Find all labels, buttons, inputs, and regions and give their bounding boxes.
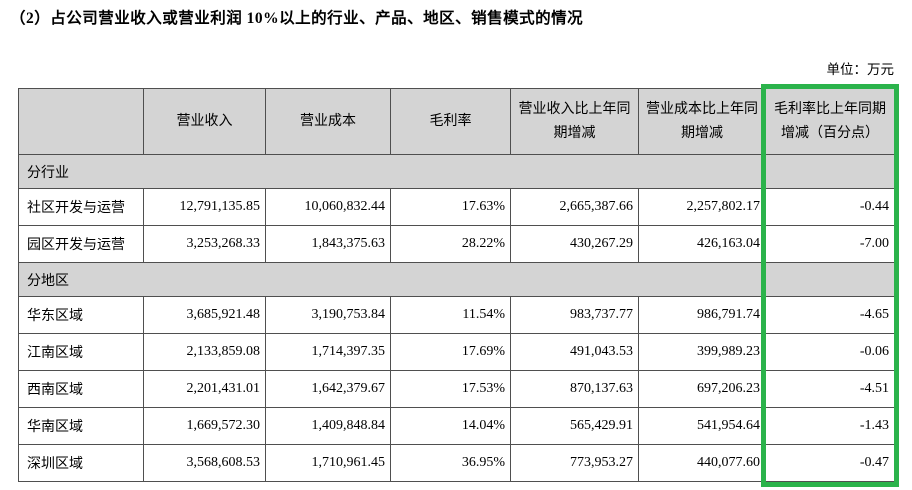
column-header: 营业成本: [265, 88, 391, 155]
value-cell: -4.51: [765, 370, 895, 408]
value-cell: 2,257,802.17: [638, 188, 766, 226]
table-row: 华南区域 1,669,572.30 1,409,848.84 14.04% 565,42…: [18, 407, 895, 445]
value-cell: 983,737.77: [510, 296, 639, 334]
value-cell: 426,163.04: [638, 225, 766, 263]
table-body: 分行业 社区开发与运营 12,791,135.85 10,060,832.44 17.6…: [18, 154, 895, 482]
value-cell: 3,568,608.53: [143, 444, 266, 482]
value-cell: 10,060,832.44: [265, 188, 391, 226]
column-header: 营业成本比上年同期增减: [638, 88, 766, 155]
value-cell: 3,190,753.84: [265, 296, 391, 334]
column-header: [18, 88, 144, 155]
table-row: 社区开发与运营 12,791,135.85 10,060,832.44 17.63% 2…: [18, 188, 895, 226]
value-cell: 17.63%: [390, 188, 511, 226]
value-cell: 773,953.27: [510, 444, 639, 482]
value-cell: 491,043.53: [510, 333, 639, 371]
value-cell: 1,642,379.67: [265, 370, 391, 408]
section-label: 分行业: [18, 154, 895, 189]
value-cell: 541,954.64: [638, 407, 766, 445]
section-title: （2）占公司营业收入或营业利润 10%以上的行业、产品、地区、销售模式的情况: [10, 10, 584, 27]
value-cell: 36.95%: [390, 444, 511, 482]
financial-table: 营业收入 营业成本 毛利率 营业收入比上年同期增减 营业成本比上年同期增减 毛利率比上年同…: [18, 88, 895, 482]
column-header: 毛利率: [390, 88, 511, 155]
value-cell: -1.43: [765, 407, 895, 445]
value-cell: 28.22%: [390, 225, 511, 263]
column-header: 毛利率比上年同期增减（百分点）: [765, 88, 895, 155]
section-row: 分地区: [18, 262, 895, 297]
table-row: 江南区域 2,133,859.08 1,714,397.35 17.69% 491,04…: [18, 333, 895, 371]
value-cell: 440,077.60: [638, 444, 766, 482]
value-cell: 697,206.23: [638, 370, 766, 408]
value-cell: 2,133,859.08: [143, 333, 266, 371]
value-cell: 430,267.29: [510, 225, 639, 263]
table-row: 西南区域 2,201,431.01 1,642,379.67 17.53% 870,13…: [18, 370, 895, 408]
table-row: 深圳区域 3,568,608.53 1,710,961.45 36.95% 773,95…: [18, 444, 895, 482]
value-cell: 1,710,961.45: [265, 444, 391, 482]
section-label: 分地区: [18, 262, 895, 297]
table-header: 营业收入 营业成本 毛利率 营业收入比上年同期增减 营业成本比上年同期增减 毛利率比上年同…: [18, 88, 895, 155]
value-cell: -0.06: [765, 333, 895, 371]
value-cell: -0.47: [765, 444, 895, 482]
row-label: 园区开发与运营: [18, 225, 144, 263]
value-cell: 1,669,572.30: [143, 407, 266, 445]
value-cell: 11.54%: [390, 296, 511, 334]
value-cell: 14.04%: [390, 407, 511, 445]
value-cell: -0.44: [765, 188, 895, 226]
row-label: 社区开发与运营: [18, 188, 144, 226]
column-header: 营业收入: [143, 88, 266, 155]
value-cell: -7.00: [765, 225, 895, 263]
row-label: 西南区域: [18, 370, 144, 408]
value-cell: 17.69%: [390, 333, 511, 371]
header-row: 营业收入 营业成本 毛利率 营业收入比上年同期增减 营业成本比上年同期增减 毛利率比上年同…: [18, 88, 895, 155]
row-label: 华南区域: [18, 407, 144, 445]
value-cell: 2,665,387.66: [510, 188, 639, 226]
value-cell: 1,714,397.35: [265, 333, 391, 371]
value-cell: 1,409,848.84: [265, 407, 391, 445]
column-header: 营业收入比上年同期增减: [510, 88, 639, 155]
row-label: 深圳区域: [18, 444, 144, 482]
value-cell: 17.53%: [390, 370, 511, 408]
value-cell: 12,791,135.85: [143, 188, 266, 226]
value-cell: 870,137.63: [510, 370, 639, 408]
value-cell: 3,685,921.48: [143, 296, 266, 334]
value-cell: 565,429.91: [510, 407, 639, 445]
value-cell: 986,791.74: [638, 296, 766, 334]
section-row: 分行业: [18, 154, 895, 189]
row-label: 江南区域: [18, 333, 144, 371]
value-cell: 1,843,375.63: [265, 225, 391, 263]
value-cell: -4.65: [765, 296, 895, 334]
table-row: 园区开发与运营 3,253,268.33 1,843,375.63 28.22% 430…: [18, 225, 895, 263]
table-row: 华东区域 3,685,921.48 3,190,753.84 11.54% 983,73…: [18, 296, 895, 334]
value-cell: 399,989.23: [638, 333, 766, 371]
unit-label: 单位：万元: [826, 62, 895, 77]
value-cell: 2,201,431.01: [143, 370, 266, 408]
value-cell: 3,253,268.33: [143, 225, 266, 263]
row-label: 华东区域: [18, 296, 144, 334]
